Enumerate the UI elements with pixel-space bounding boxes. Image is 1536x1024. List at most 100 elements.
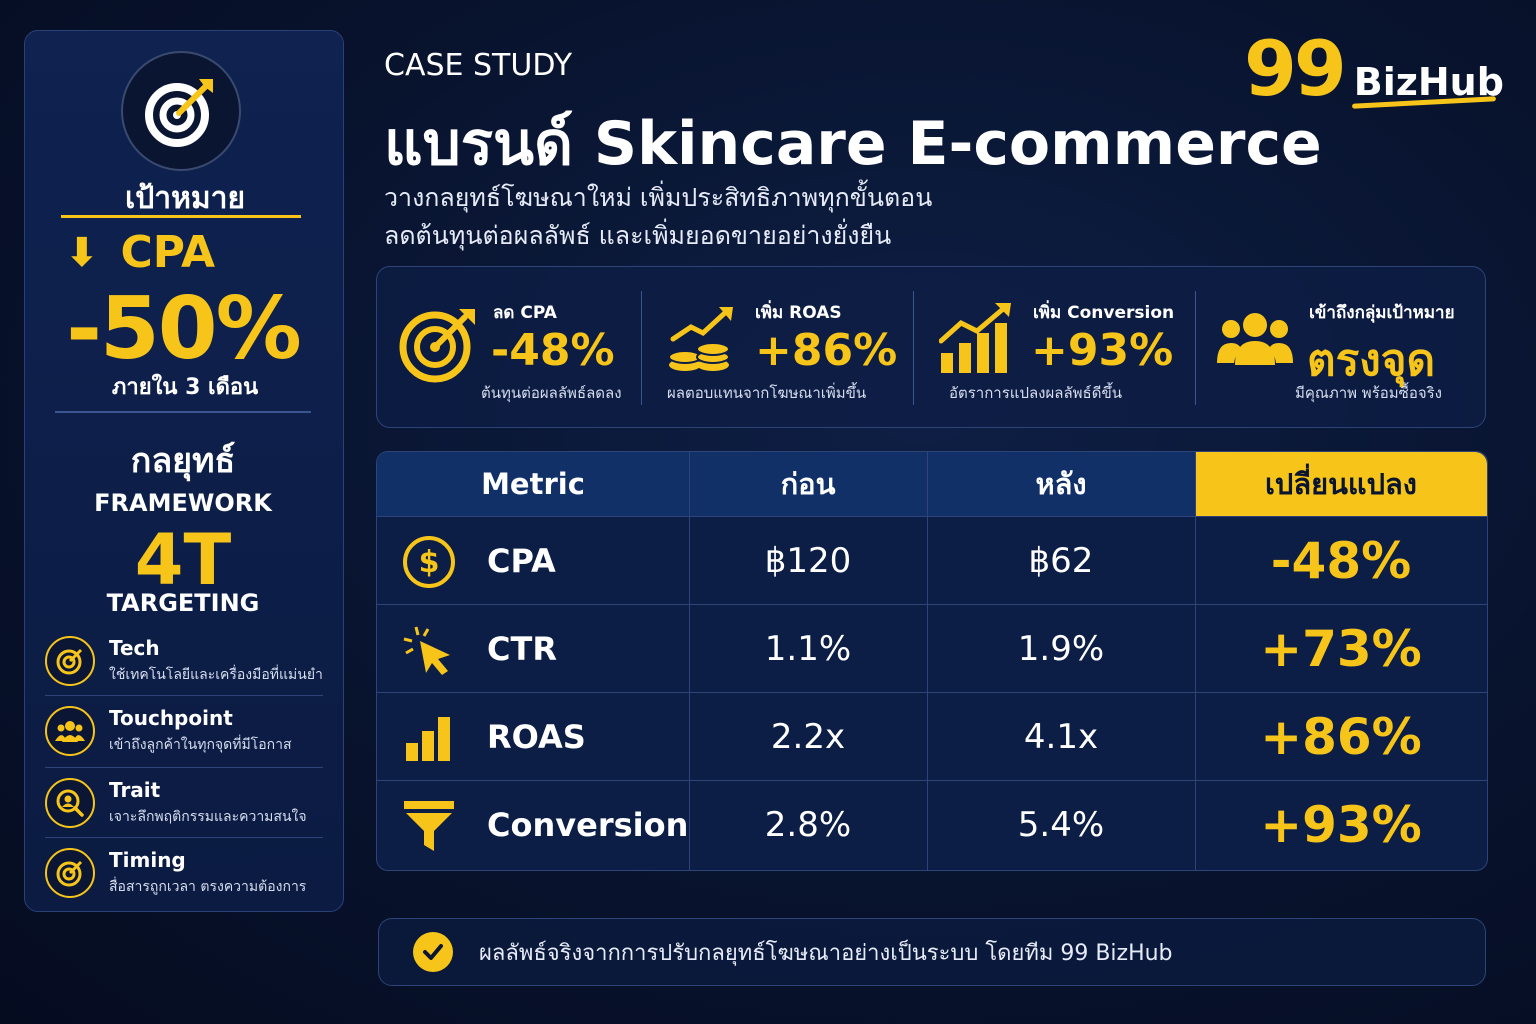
metric-name: CPA — [487, 542, 556, 580]
cursor-click-icon — [401, 625, 457, 675]
metric-change: +73% — [1260, 620, 1422, 678]
stat-caption: เพิ่ม ROAS — [755, 303, 842, 323]
metric-name: Conversion — [487, 806, 689, 844]
header-metric: Metric — [481, 467, 585, 501]
column-divider — [1195, 452, 1196, 870]
strategy-title: กลยุทธ์ — [130, 441, 236, 481]
logo-number: 99 — [1244, 24, 1347, 113]
goal-value: -50% — [66, 279, 302, 379]
metric-before: ฿120 — [764, 541, 852, 581]
metric-change: -48% — [1270, 532, 1412, 590]
metric-change: +86% — [1260, 708, 1422, 766]
page-title: แบรนด์ Skincare E-commerce — [384, 109, 1322, 179]
goal-period: ภายใน 3 เดือน — [111, 375, 259, 400]
footer-note: ผลลัพธ์จริงจากการปรับกลยุทธ์โฆษณาอย่างเป… — [378, 918, 1486, 986]
metrics-table: Metric ก่อน หลัง เปลี่ยนแปลง $ CPA ฿120 … — [376, 451, 1488, 871]
check-circle-icon — [413, 932, 453, 972]
metric-before: 2.2x — [770, 717, 846, 757]
framework-item-desc: เจาะลึกพฤติกรรมและความสนใจ — [109, 809, 307, 825]
user-search-icon — [45, 778, 95, 828]
stat-audience: เข้าถึงกลุ่มเป้าหมาย ตรงจุด มีคุณภาพ พร้… — [1197, 267, 1485, 427]
stat-desc: ผลตอบแทนจากโฆษณาเพิ่มขึ้น — [667, 384, 867, 402]
metric-before: 2.8% — [764, 805, 852, 845]
divider — [45, 767, 323, 768]
bar-chart-growth-icon — [938, 303, 1015, 379]
target-icon — [121, 51, 241, 171]
stat-caption: ลด CPA — [493, 303, 557, 323]
divider — [641, 291, 642, 405]
brand-logo: 99 BizHub — [1244, 24, 1504, 113]
stat-desc: อัตราการแปลงผลลัพธ์ดีขึ้น — [949, 384, 1122, 402]
stat-value: -48% — [491, 325, 615, 376]
divider — [45, 695, 323, 696]
table-row: CTR 1.1% 1.9% +73% — [377, 604, 1487, 693]
goal-strategy-panel: เป้าหมาย ⬇ CPA -50% ภายใน 3 เดือน กลยุทธ… — [24, 30, 344, 912]
divider — [913, 291, 914, 405]
footer-text: ผลลัพธ์จริงจากการปรับกลยุทธ์โฆษณาอย่างเป… — [479, 940, 1173, 966]
metric-name: CTR — [487, 630, 557, 668]
bar-chart-icon — [401, 713, 457, 763]
column-divider — [927, 452, 928, 870]
framework-item-title: Touchpoint — [109, 706, 233, 730]
stats-box: ลด CPA -48% ต้นทุนต่อผลลัพธ์ลดลง เพิ่ม R… — [376, 266, 1486, 428]
goal-metric: CPA — [120, 227, 216, 278]
stat-value: ตรงจุด — [1307, 335, 1436, 386]
metric-before: 1.1% — [764, 629, 852, 669]
stat-value: +86% — [755, 325, 898, 376]
framework-item-desc: เข้าถึงลูกค้าในทุกจุดที่มีโอกาส — [109, 737, 292, 753]
divider — [61, 215, 301, 218]
case-study-label: CASE STUDY — [384, 48, 573, 83]
framework-item-tech: Tech ใช้เทคโนโลยีและเครื่องมือที่แม่นยำ — [45, 629, 323, 693]
target-icon — [45, 636, 95, 686]
framework-label: FRAMEWORK — [94, 489, 272, 517]
divider — [45, 837, 323, 838]
subtitle-line-2: ลดต้นทุนต่อผลลัพธ์ และเพิ่มยอดขายอย่างยั… — [384, 221, 892, 250]
stat-desc: ต้นทุนต่อผลลัพธ์ลดลง — [481, 384, 622, 402]
table-row: ROAS 2.2x 4.1x +86% — [377, 692, 1487, 781]
arrow-down-icon: ⬇ — [65, 229, 99, 276]
framework-item-title: Trait — [109, 778, 161, 802]
stat-value: +93% — [1031, 325, 1174, 376]
metric-after: 5.4% — [1017, 805, 1105, 845]
metric-after: ฿62 — [1028, 541, 1094, 581]
metric-name: ROAS — [487, 718, 586, 756]
coins-growth-icon — [667, 303, 739, 379]
framework-item-trait: Trait เจาะลึกพฤติกรรมและความสนใจ — [45, 771, 323, 835]
metric-after: 4.1x — [1023, 717, 1099, 757]
header-change: เปลี่ยนแปลง — [1195, 452, 1487, 516]
stat-roas: เพิ่ม ROAS +86% ผลตอบแทนจากโฆษณาเพิ่มขึ้… — [643, 267, 913, 427]
stat-caption: เข้าถึงกลุ่มเป้าหมาย — [1309, 303, 1455, 323]
target-icon — [45, 848, 95, 898]
metric-change: +93% — [1260, 796, 1422, 854]
stat-desc: มีคุณภาพ พร้อมซื้อจริง — [1295, 384, 1443, 402]
divider — [1195, 291, 1196, 405]
framework-name: 4T — [134, 519, 232, 601]
header-before: ก่อน — [780, 467, 836, 501]
table-header: Metric ก่อน หลัง เปลี่ยนแปลง — [377, 452, 1487, 516]
header-after: หลัง — [1035, 467, 1087, 501]
target-icon — [399, 307, 479, 387]
goal-title: เป้าหมาย — [124, 181, 246, 216]
people-icon — [45, 706, 95, 756]
stat-caption: เพิ่ม Conversion — [1033, 303, 1175, 323]
framework-item-timing: Timing สื่อสารถูกเวลา ตรงความต้องการ — [45, 841, 323, 905]
metric-after: 1.9% — [1017, 629, 1105, 669]
stat-cpa: ลด CPA -48% ต้นทุนต่อผลลัพธ์ลดลง — [377, 267, 639, 427]
dollar-coin-icon: $ — [401, 536, 457, 588]
framework-item-touchpoint: Touchpoint เข้าถึงลูกค้าในทุกจุดที่มีโอกา… — [45, 699, 323, 763]
subtitle-line-1: วางกลยุทธ์โฆษณาใหม่ เพิ่มประสิทธิภาพทุกข… — [384, 183, 933, 212]
framework-item-desc: ใช้เทคโนโลยีและเครื่องมือที่แม่นยำ — [109, 667, 323, 683]
svg-text:$: $ — [419, 545, 440, 580]
framework-item-title: Tech — [109, 636, 160, 660]
goal-metric-row: ⬇ CPA — [65, 227, 305, 278]
table-row: Conversion 2.8% 5.4% +93% — [377, 780, 1487, 869]
stat-conversion: เพิ่ม Conversion +93% อัตราการแปลงผลลัพธ… — [915, 267, 1195, 427]
framework-item-desc: สื่อสารถูกเวลา ตรงความต้องการ — [109, 879, 307, 895]
table-row: $ CPA ฿120 ฿62 -48% — [377, 516, 1487, 605]
column-divider — [689, 452, 690, 870]
targeting-label: TARGETING — [106, 589, 260, 617]
people-icon — [1217, 311, 1293, 371]
framework-item-title: Timing — [109, 848, 186, 872]
divider — [55, 411, 311, 413]
funnel-icon — [401, 801, 457, 851]
